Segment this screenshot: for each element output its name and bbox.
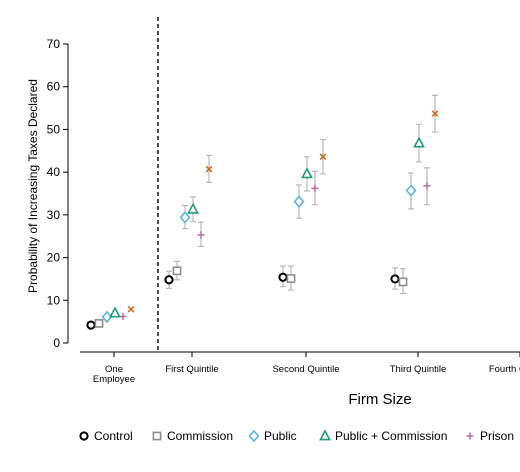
legend-marker	[466, 432, 474, 440]
data-point	[187, 202, 199, 214]
legend-label: Commission	[167, 429, 233, 443]
data-point	[101, 310, 113, 324]
data-point	[109, 306, 121, 318]
data-point	[423, 182, 431, 190]
legend-item: Prison	[466, 429, 514, 443]
x-axis: One Employee First Quintile Second Quintile…	[80, 351, 520, 385]
data-point	[205, 165, 213, 173]
data-point	[311, 184, 319, 192]
series-control	[86, 265, 400, 330]
data-point	[172, 266, 182, 276]
series-public-commission	[109, 123, 425, 318]
legend-marker	[319, 429, 331, 441]
legend-label: Prison	[480, 429, 514, 443]
data-point	[319, 153, 327, 161]
data-point	[398, 277, 408, 287]
data-point	[390, 274, 400, 284]
x-tick-label: Third Quintile	[390, 364, 447, 375]
data-point	[413, 136, 425, 148]
legend-item: Public	[248, 429, 297, 443]
y-tick-label: 60	[47, 80, 61, 94]
x-tick-label: First Quintile	[165, 364, 218, 375]
legend-label: Control	[94, 429, 133, 443]
legend-marker	[152, 431, 162, 441]
legend-marker	[248, 429, 260, 443]
legend-marker	[79, 431, 89, 441]
series-series-5	[127, 94, 439, 313]
y-tick-label: 40	[47, 165, 61, 179]
data-point	[197, 231, 205, 239]
data-point	[286, 274, 296, 283]
legend: Control Commission Public Public + Commissi…	[79, 429, 514, 443]
series-layer	[86, 94, 439, 330]
y-tick-label: 20	[47, 251, 61, 265]
data-point	[278, 272, 288, 282]
legend-item: Public + Commission	[319, 429, 447, 443]
series-commission	[94, 260, 408, 328]
y-tick-label: 10	[47, 293, 61, 307]
y-axis: 0 10 20 30 40 50 60 70	[47, 37, 69, 350]
data-point	[164, 275, 174, 285]
legend-label: Public	[264, 429, 297, 443]
legend-item: Control	[79, 429, 133, 443]
y-axis-title: Probability of Increasing Taxes Declared	[26, 79, 40, 293]
data-point	[86, 320, 96, 330]
series-public	[101, 172, 417, 324]
data-point	[431, 110, 439, 117]
data-point	[94, 318, 104, 328]
x-tick-label: Fourth Quintile	[489, 364, 520, 375]
y-tick-label: 70	[47, 37, 61, 51]
data-point	[405, 184, 417, 197]
y-tick-label: 50	[47, 122, 61, 136]
data-point	[127, 305, 135, 313]
x-tick-label: One Employee	[93, 364, 135, 385]
x-tick-label: Second Quintile	[272, 364, 339, 375]
series-prison	[119, 167, 431, 321]
data-point	[179, 211, 191, 224]
data-point	[119, 312, 127, 321]
y-tick-label: 30	[47, 208, 61, 222]
legend-label: Public + Commission	[335, 429, 447, 443]
legend-item: Commission	[152, 429, 233, 443]
x-axis-title: Firm Size	[348, 391, 411, 408]
y-tick-label: 0	[53, 336, 60, 350]
data-point	[293, 195, 305, 208]
data-point	[301, 167, 313, 179]
